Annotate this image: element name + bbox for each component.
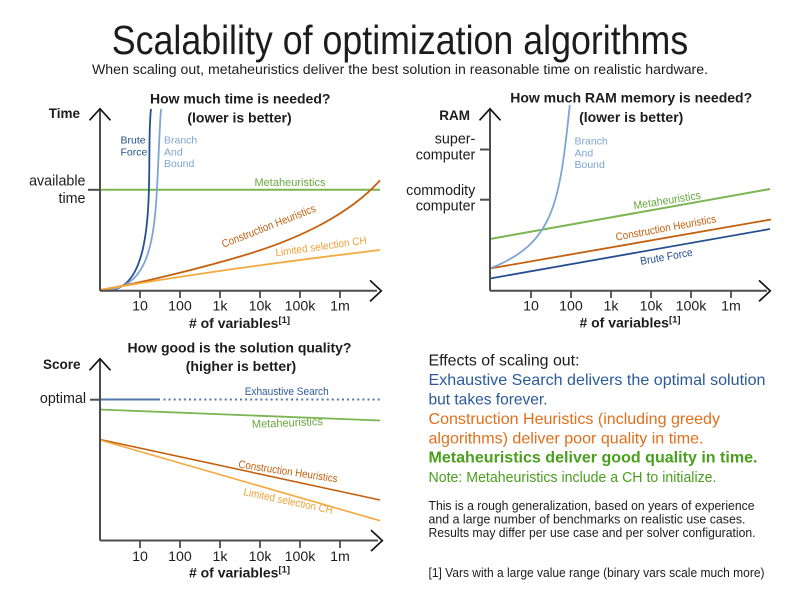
svg-text:How much time is needed?: How much time is needed? [150,91,330,107]
svg-text:Bound: Bound [164,158,195,170]
svg-text:(higher is better): (higher is better) [186,358,296,374]
svg-text:This is a rough generalization: This is a rough generalization, based on… [429,498,755,513]
svg-text:and a large number of benchmar: and a large number of benchmarks on real… [429,512,746,527]
svg-text:1m: 1m [721,298,741,314]
svg-text:Construction Heuristics (inclu: Construction Heuristics (including greed… [429,411,721,428]
svg-text:10: 10 [132,299,148,315]
svg-text:Metaheuristics deliver good qu: Metaheuristics deliver good quality in t… [429,450,758,467]
svg-text:10k: 10k [640,298,664,314]
svg-text:Exhaustive Search delivers the: Exhaustive Search delivers the optimal s… [429,372,766,389]
svg-text:Branch: Branch [164,135,197,147]
svg-text:1k: 1k [213,549,229,565]
svg-text:How good is the solution quali: How good is the solution quality? [128,340,352,356]
svg-text:100: 100 [168,549,192,565]
svg-text:Bound: Bound [575,159,606,171]
svg-text:# of variables[1]: # of variables[1] [579,315,680,331]
svg-text:# of variables[1]: # of variables[1] [189,315,290,331]
svg-text:[1] Vars with a large value ra: [1] Vars with a large value range (binar… [429,565,765,580]
svg-text:commodity: commodity [406,183,476,199]
svg-text:1k: 1k [604,298,620,314]
svg-text:Results may differ per use cas: Results may differ per use case and per … [429,525,756,540]
svg-text:algorithms) deliver poor quali: algorithms) deliver poor quality in time… [429,430,704,447]
svg-text:Scalability of optimization al: Scalability of optimization algorithms [112,17,689,63]
svg-text:And: And [164,146,183,158]
svg-text:10k: 10k [249,299,273,315]
svg-text:10k: 10k [249,549,273,565]
svg-text:And: And [575,147,594,159]
svg-text:RAM: RAM [439,108,470,123]
svg-text:100: 100 [559,298,583,314]
svg-text:100k: 100k [285,299,317,315]
svg-text:Effects of scaling out:: Effects of scaling out: [429,352,580,369]
svg-text:How much RAM memory is needed?: How much RAM memory is needed? [510,90,752,106]
svg-text:1m: 1m [330,549,350,565]
svg-text:1k: 1k [213,299,229,315]
svg-text:100: 100 [168,299,192,315]
svg-text:available: available [29,173,85,189]
svg-text:time: time [58,191,85,207]
svg-text:optimal: optimal [40,391,86,407]
svg-text:# of variables[1]: # of variables[1] [189,564,290,580]
svg-text:When scaling out, metaheuristi: When scaling out, metaheuristics deliver… [92,62,708,78]
svg-text:Note: Metaheuristics include a: Note: Metaheuristics include a CH to ini… [429,470,717,486]
svg-text:computer: computer [416,148,476,164]
svg-text:Time: Time [49,106,81,121]
svg-text:10: 10 [132,549,148,565]
svg-text:10: 10 [523,298,539,314]
svg-text:Exhaustive Search: Exhaustive Search [245,386,329,398]
svg-text:100k: 100k [285,549,317,565]
svg-text:but takes forever.: but takes forever. [429,391,548,408]
svg-text:super-: super- [435,131,476,147]
svg-text:Brute: Brute [121,135,146,147]
svg-text:Branch: Branch [575,136,608,148]
svg-text:Force: Force [121,146,148,158]
svg-text:Metaheuristics: Metaheuristics [255,177,326,189]
svg-text:100k: 100k [676,298,708,314]
svg-text:(lower is better): (lower is better) [579,109,683,125]
svg-text:computer: computer [416,199,476,215]
svg-text:(lower is better): (lower is better) [187,109,291,125]
svg-text:Metaheuristics: Metaheuristics [252,416,324,431]
svg-text:1m: 1m [330,299,350,315]
svg-text:Score: Score [43,357,81,372]
